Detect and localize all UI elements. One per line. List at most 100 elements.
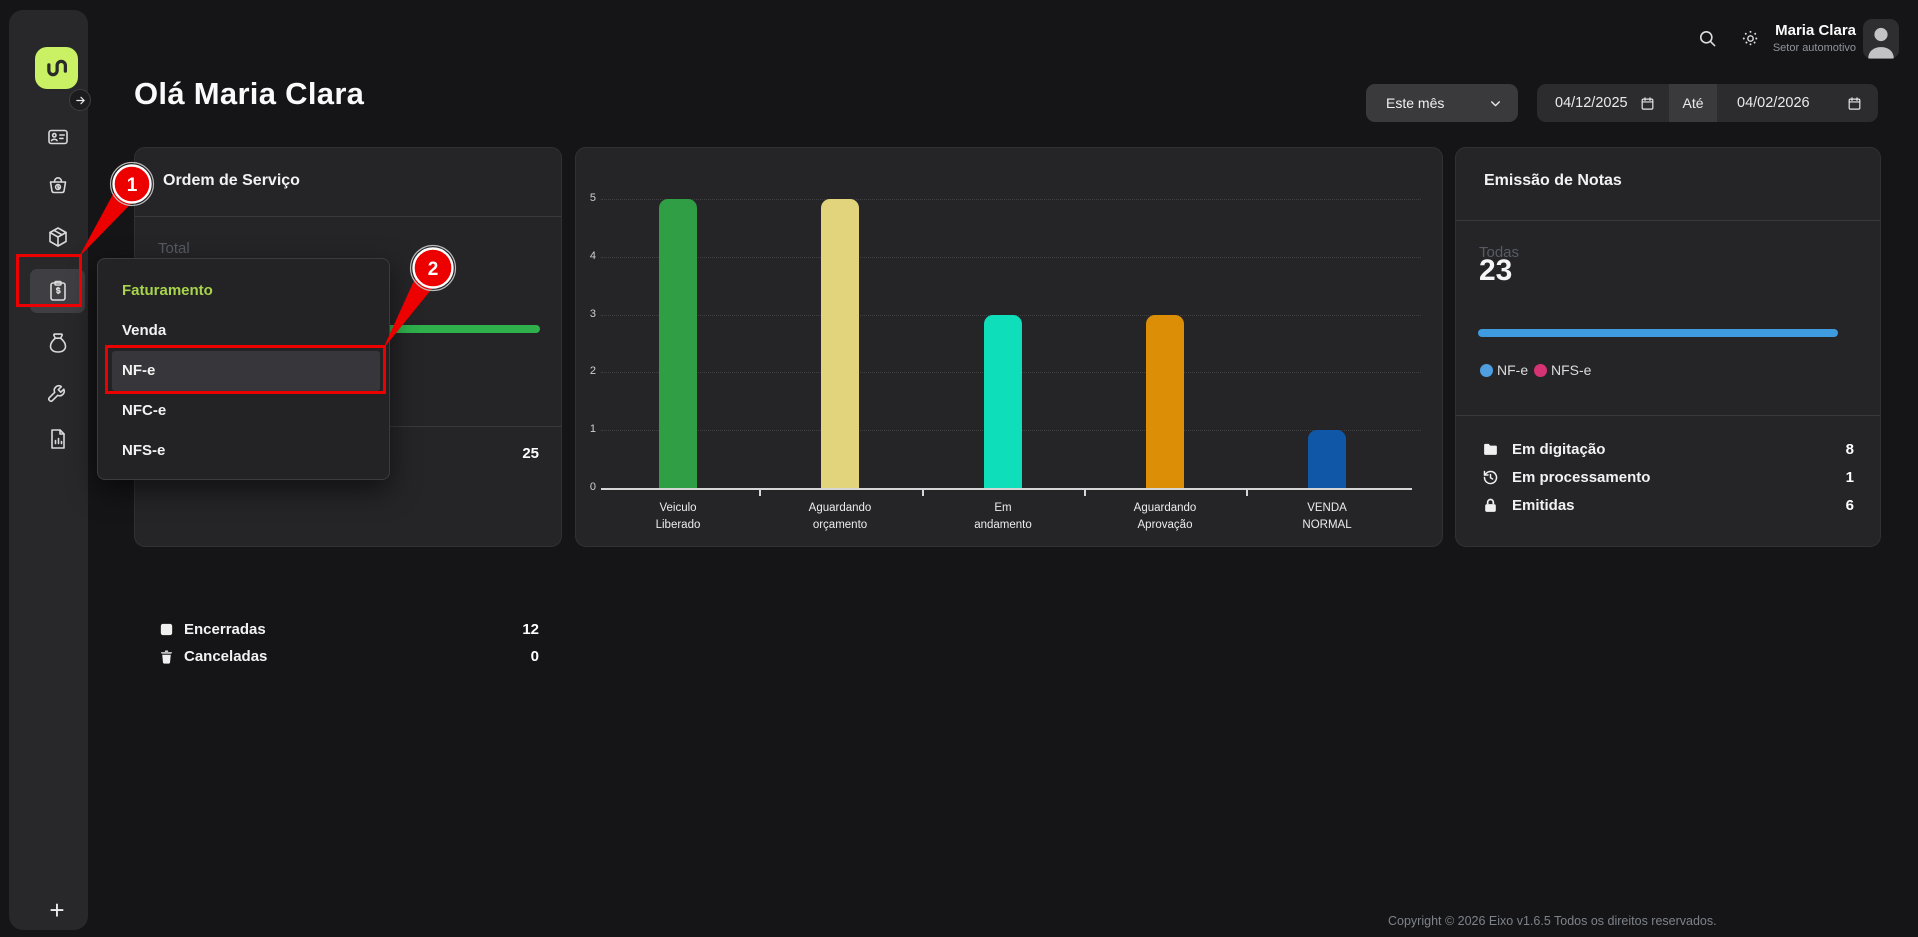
notes-row-typing: Em digitação 8 (1456, 437, 1880, 463)
copyright-footer: Copyright © 2026 Eixo v1.6.5 Todos os di… (1388, 914, 1717, 928)
user-avatar[interactable] (1863, 19, 1899, 59)
gridline (601, 256, 1421, 258)
calendar-icon (1641, 96, 1654, 110)
date-from-input[interactable]: 04/12/2025 (1537, 84, 1669, 122)
notes-title: Emissão de Notas (1484, 172, 1622, 189)
legend-label: NF-e (1497, 362, 1529, 378)
annotation-box-sidebar-billing (16, 254, 82, 307)
chevron-down-icon (1491, 100, 1500, 106)
date-range-separator: Até (1669, 84, 1717, 122)
chart-bar-4[interactable] (1308, 430, 1346, 488)
divider (1456, 415, 1880, 416)
search-icon (1699, 30, 1716, 47)
bar-chart-card: 0 1 2 3 4 5 Veiculo Liberado Aguardando orçamento… (575, 147, 1443, 547)
basket-icon (49, 177, 67, 194)
x-axis-tick (1084, 488, 1086, 496)
legend-label: NFS-e (1551, 362, 1592, 378)
chart-bar-1[interactable] (821, 199, 859, 488)
date-to-value: 04/02/2026 (1737, 95, 1810, 111)
service-orders-row-cancelled: Canceladas 0 (135, 644, 561, 670)
sidebar-item-billing[interactable] (46, 279, 70, 303)
search-button[interactable] (1698, 29, 1717, 48)
row-label: Encerradas (184, 621, 266, 638)
total-label: Total (158, 240, 190, 257)
menu-item-venda[interactable]: Venda (122, 322, 167, 339)
period-select-value: Este mês (1386, 95, 1445, 111)
legend-nfe[interactable]: NF-e (1480, 362, 1528, 378)
all-notes-label: Todas (1479, 244, 1520, 261)
x-axis-label-2: Em andamento (974, 502, 1032, 531)
history-icon (1483, 470, 1498, 485)
row-value: 6 (1845, 497, 1854, 514)
x-axis-tick (1246, 488, 1248, 496)
sidebar-item-reports[interactable] (46, 427, 70, 451)
menu-item-highlight (112, 351, 380, 391)
wrench-icon (47, 384, 66, 403)
lock-icon (1482, 497, 1499, 514)
annotation-box-menu-nfe (105, 345, 386, 394)
period-select[interactable]: Este mês (1366, 84, 1518, 122)
divider (1456, 220, 1880, 221)
date-range-filter: 04/12/2025 Até 04/02/2026 (1537, 84, 1878, 122)
sidebar-item-sales[interactable] (46, 173, 70, 197)
folder-icon (1482, 441, 1499, 458)
billing-dropdown-menu: Faturamento Venda NF-e NFC-e NFS-e (97, 258, 390, 480)
row-value: 1 (1845, 469, 1854, 486)
menu-item-nfe[interactable]: NF-e (122, 362, 156, 379)
legend-dot-nfe (1480, 363, 1493, 377)
logo-wave-icon (46, 59, 67, 77)
app-logo[interactable] (35, 47, 78, 89)
x-axis-label-1: Aguardando orçamento (808, 502, 872, 531)
chart-bar-3[interactable] (1146, 314, 1184, 488)
x-axis-tick (759, 488, 761, 496)
row-label: Em digitação (1512, 441, 1606, 458)
archive-box-icon (158, 621, 175, 638)
row-value: 0 (530, 648, 539, 665)
sidebar-item-contacts[interactable] (46, 125, 70, 149)
notes-row-emitted: Emitidas 6 (1456, 493, 1880, 519)
user-role: Setor automotivo (1772, 42, 1856, 54)
sidebar-add-button[interactable]: + (49, 895, 65, 925)
service-orders-row-open: 25 (135, 441, 561, 467)
theme-toggle-button[interactable] (1741, 29, 1760, 48)
chart-bar-2[interactable] (984, 314, 1022, 488)
notes-progress-bar (1478, 329, 1838, 337)
user-name[interactable]: Maria Clara (1775, 22, 1856, 39)
trash-icon (158, 648, 175, 665)
row-value: 12 (522, 621, 539, 638)
service-orders-row-closed: Encerradas 12 (135, 617, 561, 643)
y-axis-tick: 2 (589, 365, 596, 378)
date-from-value: 04/12/2025 (1555, 95, 1628, 111)
date-to-input[interactable]: 04/02/2026 (1717, 84, 1878, 122)
sidebar-item-services[interactable] (46, 380, 70, 404)
row-label: Em processamento (1512, 469, 1651, 486)
sidebar-item-products[interactable] (46, 225, 70, 249)
calendar-icon (1848, 96, 1861, 110)
x-axis-line (601, 488, 1412, 490)
row-value: 8 (1845, 441, 1854, 458)
sun-icon (1742, 30, 1759, 47)
arrow-right-icon (75, 96, 85, 104)
notes-row-processing: Em processamento 1 (1456, 465, 1880, 491)
y-axis-tick: 0 (589, 481, 596, 493)
chart-bar-0[interactable] (659, 199, 697, 488)
menu-item-nfce[interactable]: NFC-e (122, 402, 167, 419)
legend-nfse[interactable]: NFS-e (1534, 362, 1591, 378)
legend-dot-nfse (1534, 363, 1547, 377)
sidebar-item-finance[interactable] (46, 331, 70, 355)
gridline (601, 199, 1421, 200)
folder-icon (1484, 443, 1497, 455)
x-axis-tick (921, 488, 924, 496)
row-value: 25 (522, 445, 539, 462)
sidebar: + (9, 10, 88, 930)
money-bag-icon (49, 333, 67, 353)
menu-item-nfse[interactable]: NFS-e (122, 442, 166, 459)
bar-chart-plot: 0 1 2 3 4 5 Veiculo Liberado Aguardando orçamento… (576, 148, 1442, 546)
sidebar-collapse-button[interactable] (69, 89, 91, 111)
package-icon (49, 227, 67, 247)
notes-emission-card: Emissão de Notas Todas 23 NF-e NFS-e Em … (1455, 147, 1881, 547)
x-axis-label-4: VENDA NORMAL (1302, 502, 1352, 531)
invoice-clipboard-icon (50, 280, 66, 301)
x-axis-label-3: Aguardando Aprovação (1133, 502, 1197, 531)
